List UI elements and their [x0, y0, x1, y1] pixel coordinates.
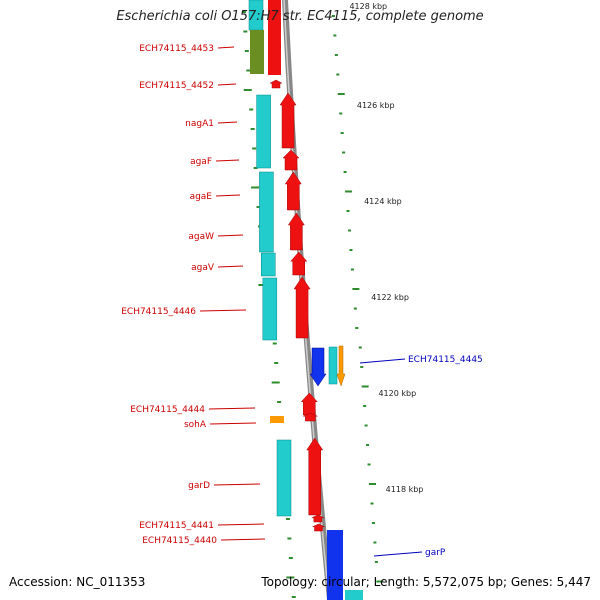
gene-labels: ECH74115_4453 ECH74115_4452 nagA1 agaF agaE a…	[121, 44, 483, 558]
red-gene-arrow	[306, 437, 324, 516]
cyan-gene-block	[345, 590, 363, 600]
gene-label: agaW	[188, 232, 214, 242]
red-gene-arrow	[303, 412, 318, 422]
label-leader-line	[217, 523, 265, 526]
label-leader-line	[217, 121, 238, 124]
red-gene-arrow	[311, 514, 324, 523]
label-leader-line	[217, 46, 235, 49]
gene-label: agaF	[190, 157, 212, 167]
label-leader-line	[213, 483, 261, 486]
genome-title: Escherichia coli O157:H7 str. EC4115, co…	[116, 9, 484, 24]
gene-features	[248, 0, 363, 600]
label-leader-line	[373, 551, 423, 557]
gene-label: ECH74115_4452	[139, 81, 214, 91]
orange-gene-arrow	[336, 345, 346, 387]
label-leader-line	[359, 358, 406, 364]
label-leader-line	[209, 422, 257, 425]
topology-text: Topology: circular; Length: 5,572,075 bp…	[261, 575, 591, 589]
label-leader-line	[217, 265, 244, 268]
red-gene-block	[268, 0, 281, 75]
label-leader-line	[215, 194, 241, 197]
blue-gene-block	[327, 530, 343, 600]
gene-label: ECH74115_4441	[139, 521, 214, 531]
red-gene-arrow	[300, 392, 318, 416]
label-leader-line	[215, 159, 240, 162]
olive-gene-block	[250, 30, 264, 74]
orange-gene-block	[270, 416, 284, 423]
red-gene-arrow	[287, 212, 305, 251]
gene-label: ECH74115_4440	[142, 536, 217, 546]
label-leader-line	[199, 309, 247, 312]
accession-text: Accession: NC_011353	[9, 575, 146, 589]
gene-label: garP	[425, 548, 446, 558]
red-gene-arrow	[269, 79, 283, 89]
red-gene-arrow	[284, 171, 302, 211]
scale-label: 4122 kbp	[371, 293, 409, 302]
scale-label: 4118 kbp	[386, 485, 424, 494]
cyan-gene-block	[256, 94, 271, 169]
scale-label: 4128 kbp	[349, 2, 387, 11]
blue-gene-arrow	[309, 347, 327, 387]
red-gene-arrow	[293, 276, 311, 339]
gene-label: ECH74115_4446	[121, 307, 196, 317]
scale-label: 4126 kbp	[357, 101, 395, 110]
red-gene-arrow	[312, 523, 325, 532]
cyan-gene-block	[328, 346, 338, 385]
gene-label: ECH74115_4444	[130, 405, 205, 415]
gene-label: garD	[188, 481, 210, 491]
gene-label: ECH74115_4453	[139, 44, 214, 54]
gene-label: agaE	[190, 192, 213, 202]
gene-label: ECH74115_4445	[408, 355, 483, 365]
scale-labels: 4128 kbp 4126 kbp 4124 kbp 4122 kbp 4120 kbp…	[349, 2, 423, 494]
label-leader-line	[220, 538, 266, 541]
gene-label: sohA	[184, 420, 207, 430]
gene-label: agaV	[191, 263, 215, 273]
cyan-gene-block	[259, 171, 274, 253]
gene-label: nagA1	[185, 119, 214, 129]
cyan-gene-block	[276, 439, 292, 517]
red-gene-arrow	[282, 149, 300, 171]
scale-label: 4120 kbp	[378, 389, 416, 398]
cyan-gene-block	[261, 252, 276, 277]
red-gene-arrow	[279, 92, 297, 149]
label-leader-line	[208, 407, 256, 410]
right-tick-marks	[331, 15, 384, 583]
red-gene-arrow	[290, 251, 308, 276]
cyan-gene-block	[262, 277, 278, 341]
label-leader-lines	[199, 46, 423, 557]
scale-label: 4124 kbp	[364, 197, 402, 206]
label-leader-line	[217, 83, 237, 86]
label-leader-line	[217, 234, 244, 237]
